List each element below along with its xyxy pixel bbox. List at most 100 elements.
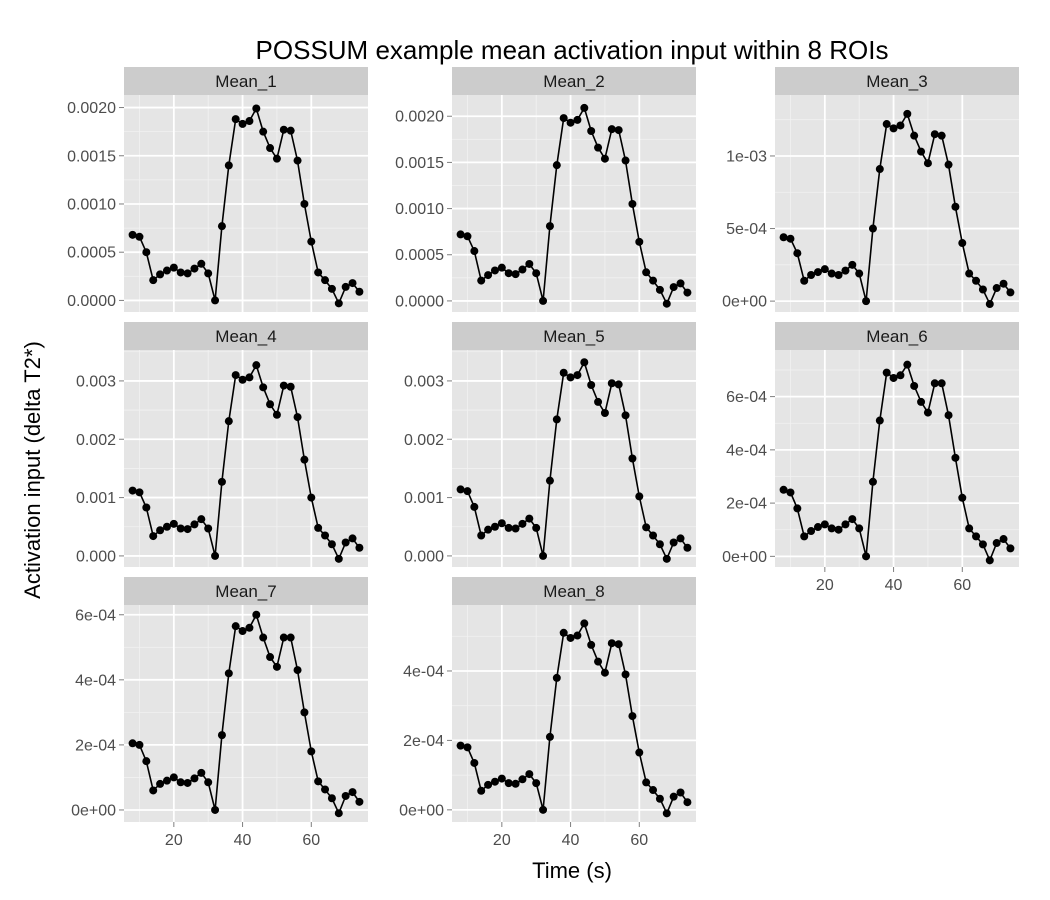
data-point [779, 233, 788, 242]
data-point [937, 131, 946, 140]
data-point [607, 125, 616, 134]
data-point [896, 121, 905, 130]
data-point [341, 538, 350, 547]
data-point [862, 552, 871, 561]
y-tick-label: 0.0010 [395, 201, 444, 218]
data-point [183, 269, 192, 278]
data-point [245, 117, 254, 126]
data-point [142, 503, 151, 512]
panel-mean-4: Mean_4 0.000 0.001 0.002 0.003 [76, 322, 368, 567]
data-point [889, 373, 898, 382]
data-point [621, 670, 630, 679]
data-point [532, 269, 541, 278]
data-point [518, 265, 527, 274]
data-point [176, 524, 185, 533]
x-tick-label: 40 [885, 577, 903, 594]
x-tick-label: 40 [234, 832, 252, 849]
data-point [539, 551, 548, 560]
data-point [327, 284, 336, 293]
facet-strip [124, 67, 368, 95]
data-point [334, 299, 343, 308]
facet-panels: Mean_10.00000.00050.00100.00150.0020Mean… [67, 67, 1019, 849]
data-point [985, 300, 994, 309]
data-point [882, 120, 891, 129]
data-point [944, 160, 953, 169]
data-point [456, 230, 465, 239]
data-point [635, 748, 644, 757]
facet-strip [452, 322, 696, 350]
data-point [676, 788, 685, 797]
data-point [204, 778, 213, 787]
data-point [224, 161, 233, 170]
facet-strip-label: Mean_4 [215, 327, 276, 346]
data-point [923, 408, 932, 417]
data-point [669, 283, 678, 292]
x-tick-label: 20 [493, 832, 511, 849]
panel-background [775, 350, 1019, 567]
data-point [128, 230, 137, 239]
data-point [635, 237, 644, 246]
panel-background [452, 95, 696, 312]
data-point [875, 416, 884, 425]
data-point [662, 554, 671, 563]
data-point [135, 488, 144, 497]
data-point [614, 640, 623, 649]
y-tick-label: 4e-04 [403, 663, 444, 680]
data-point [910, 131, 919, 140]
data-point [169, 773, 178, 782]
y-tick-label: 0e+00 [71, 802, 116, 819]
y-tick-label: 0.003 [404, 373, 444, 390]
data-point [456, 741, 465, 750]
data-point [607, 639, 616, 648]
data-point [197, 768, 206, 777]
data-point [552, 673, 561, 682]
data-point [594, 397, 603, 406]
data-point [293, 156, 302, 165]
data-point [470, 758, 479, 767]
panel-background [452, 605, 696, 822]
data-point [559, 114, 568, 123]
data-point [580, 103, 589, 112]
data-point [628, 712, 637, 721]
data-point [978, 285, 987, 294]
data-point [951, 202, 960, 211]
data-point [889, 124, 898, 133]
y-tick-label: 5e-04 [726, 221, 767, 238]
data-point [327, 794, 336, 803]
data-point [204, 524, 213, 533]
data-point [156, 779, 165, 788]
data-point [279, 633, 288, 642]
data-point [162, 266, 171, 275]
data-point [355, 797, 364, 806]
data-point [190, 264, 199, 273]
data-point [142, 248, 151, 257]
data-point [321, 531, 330, 540]
data-point [477, 786, 486, 795]
data-point [231, 115, 240, 124]
data-point [156, 526, 165, 535]
data-point [594, 143, 603, 152]
data-point [511, 779, 520, 788]
data-point [580, 358, 589, 367]
data-point [862, 297, 871, 306]
data-point [614, 126, 623, 135]
y-axis-title: Activation input (delta T2*) [20, 341, 45, 599]
data-point [327, 540, 336, 549]
data-point [600, 409, 609, 417]
data-point [279, 381, 288, 390]
data-point [566, 118, 575, 127]
data-point [511, 270, 520, 279]
data-point [470, 247, 479, 256]
data-point [1006, 544, 1015, 553]
data-point [293, 666, 302, 675]
facet-strip [775, 322, 1019, 350]
data-point [779, 485, 788, 494]
data-point [868, 477, 877, 486]
facet-strip-label: Mean_5 [543, 327, 604, 346]
data-point [930, 379, 939, 388]
data-point [355, 287, 364, 296]
data-point [477, 276, 486, 285]
panel-mean-7: Mean_7 0e+00 2e-04 4e-04 6e-04 20 40 60 [71, 577, 368, 849]
data-point [497, 263, 506, 272]
y-tick-label: 0.002 [404, 432, 444, 449]
